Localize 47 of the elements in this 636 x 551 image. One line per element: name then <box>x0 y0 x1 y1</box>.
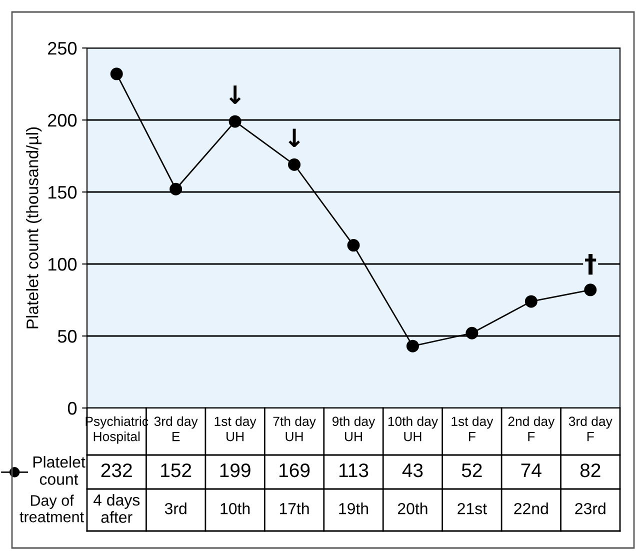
x-tick-label: 7th day UH <box>273 416 316 442</box>
point <box>228 115 242 128</box>
text: 23rd <box>575 502 606 514</box>
text: 19th <box>339 502 368 514</box>
x-tick-label: 1st day UH <box>214 416 256 442</box>
x-tick-label: 3rd day E <box>154 416 198 442</box>
data-label: 52 <box>462 463 482 478</box>
x-tick-label: 1st day F <box>452 416 494 442</box>
point <box>406 340 419 352</box>
annotation: † <box>584 254 596 275</box>
legend-label: Platelet count <box>33 456 86 485</box>
data-label: 82 <box>580 463 600 478</box>
annotation: ↓ <box>288 128 300 148</box>
text: 10th <box>220 502 250 514</box>
data-label: 74 <box>521 464 542 478</box>
y-axis-title: Platelet count (thousand/µl) <box>26 127 42 328</box>
data-label: 199 <box>220 463 250 478</box>
y-tick-label: 100 <box>48 258 77 271</box>
y-tick-label: 0 <box>68 402 77 415</box>
y-tick-label: 250 <box>48 42 77 55</box>
point <box>170 182 182 196</box>
text: 22nd <box>514 502 548 514</box>
text: 20th <box>398 502 428 514</box>
text: 21st <box>458 502 487 514</box>
point <box>584 284 597 296</box>
x-tick-label: 3rd day F <box>568 416 612 442</box>
x-tick-label: 2nd day F <box>508 416 555 442</box>
point <box>347 239 360 252</box>
data-label: 232 <box>101 463 132 478</box>
x-tick-label: 10th day UH <box>388 416 438 442</box>
text: Day of treatment <box>20 494 84 522</box>
point <box>110 68 123 80</box>
text: 3rd <box>164 502 186 514</box>
data-label: 113 <box>339 463 368 478</box>
y-tick-label: 150 <box>48 186 77 199</box>
text: 4 days after <box>93 494 140 523</box>
data-label: 152 <box>161 463 192 478</box>
annotation: ↓ <box>229 86 241 104</box>
point <box>288 158 301 171</box>
point <box>466 326 478 340</box>
data-label: 169 <box>280 463 310 478</box>
y-tick-label: 200 <box>48 114 77 127</box>
y-tick-label: 50 <box>58 330 77 343</box>
point <box>524 295 538 308</box>
text: 17th <box>280 502 309 514</box>
data-label: 43 <box>402 463 423 478</box>
x-tick-label: 9th day UH <box>332 416 376 442</box>
